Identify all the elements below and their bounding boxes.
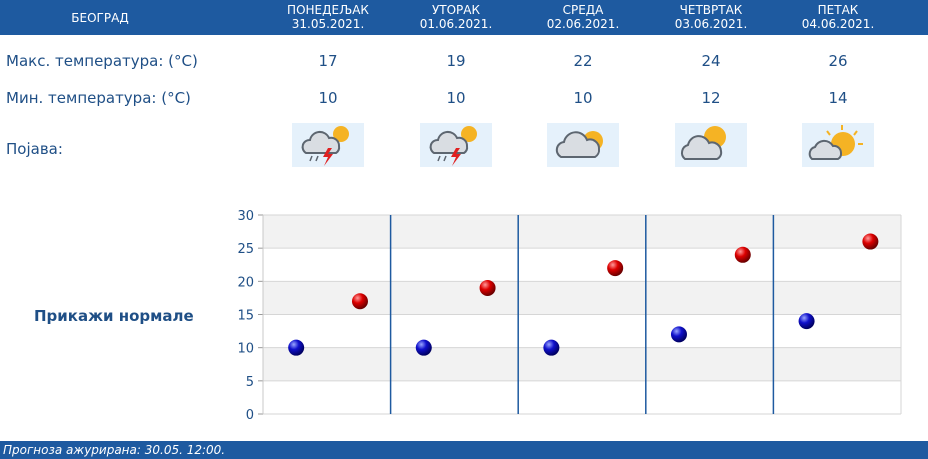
- min-temp-value: 10: [573, 89, 593, 107]
- temperature-chart: 0 5 10 15 20 25 30: [237, 209, 902, 423]
- day-name: УТОРАК: [431, 3, 481, 17]
- max-temp-marker: [479, 279, 496, 296]
- grid-band: [263, 347, 901, 381]
- min-temp-marker: [288, 339, 305, 356]
- max-temp-value: 22: [573, 52, 593, 70]
- min-temp-marker: [670, 326, 687, 343]
- max-temp-marker: [862, 233, 879, 250]
- y-tick-label: 0: [246, 408, 254, 423]
- day-name: СРЕДА: [562, 3, 604, 17]
- phenomenon-label: Појава:: [6, 140, 63, 158]
- y-tick-label: 20: [237, 275, 254, 290]
- min-temp-value: 14: [828, 89, 848, 107]
- min-temp-value: 10: [446, 89, 466, 107]
- y-tick-label: 25: [237, 242, 254, 257]
- partly-sunny-icon: [802, 123, 874, 167]
- thunderstorm-icon: [292, 123, 364, 167]
- min-temp-marker: [415, 339, 432, 356]
- day-name: ПОНЕДЕЉАК: [287, 3, 369, 17]
- city-name: БЕОГРАД: [71, 10, 129, 25]
- update-text: Прогноза ажурирана: 30.05. 12:00.: [3, 443, 226, 457]
- y-tick-label: 10: [237, 342, 254, 357]
- cloudy-sun-icon: [675, 123, 747, 167]
- day-date: 02.06.2021.: [546, 17, 620, 31]
- chart-grid: [263, 214, 901, 415]
- min-temp-marker: [543, 339, 560, 356]
- day-header: ЧЕТВРТАК 03.06.2021.: [647, 3, 775, 31]
- max-temp-marker: [607, 260, 624, 277]
- chart-markers: [288, 233, 879, 356]
- grid-band: [263, 215, 901, 249]
- day-separators: [389, 215, 775, 414]
- grid-band: [263, 281, 901, 315]
- max-temp-value: 24: [701, 52, 721, 70]
- cloudy-sun-icon: [547, 123, 619, 167]
- max-temp-marker: [734, 246, 751, 263]
- day-date: 03.06.2021.: [674, 17, 748, 31]
- max-temp-value: 17: [318, 52, 338, 70]
- update-footer: Прогноза ажурирана: 30.05. 12:00.: [0, 441, 928, 459]
- min-temp-value: 12: [701, 89, 721, 107]
- min-temp-value: 10: [318, 89, 338, 107]
- forecast-header: БЕОГРАД ПОНЕДЕЉАК 31.05.2021. УТОРАК 01.…: [0, 0, 928, 35]
- y-tick-label: 15: [237, 309, 254, 324]
- show-normals-link[interactable]: Прикажи нормале: [34, 307, 194, 325]
- y-tick-label: 30: [237, 209, 254, 224]
- day-name: ПЕТАК: [817, 3, 859, 17]
- day-header: СРЕДА 02.06.2021.: [519, 3, 647, 31]
- day-header: УТОРАК 01.06.2021.: [392, 3, 520, 31]
- thunderstorm-icon: [420, 123, 492, 167]
- max-temp-value: 26: [828, 52, 848, 70]
- max-temp-label: Макс. температура: (°C): [6, 52, 198, 70]
- min-temp-label: Мин. температура: (°C): [6, 89, 191, 107]
- day-date: 31.05.2021.: [291, 17, 365, 31]
- day-header: ПЕТАК 04.06.2021.: [774, 3, 902, 31]
- day-header: ПОНЕДЕЉАК 31.05.2021.: [264, 3, 392, 31]
- y-tick-label: 5: [246, 375, 254, 390]
- day-date: 04.06.2021.: [801, 17, 875, 31]
- max-temp-marker: [351, 293, 368, 310]
- min-temp-marker: [798, 313, 815, 330]
- max-temp-value: 19: [446, 52, 466, 70]
- y-axis: 0 5 10 15 20 25 30: [237, 209, 902, 423]
- day-name: ЧЕТВРТАК: [679, 3, 743, 17]
- day-date: 01.06.2021.: [419, 17, 493, 31]
